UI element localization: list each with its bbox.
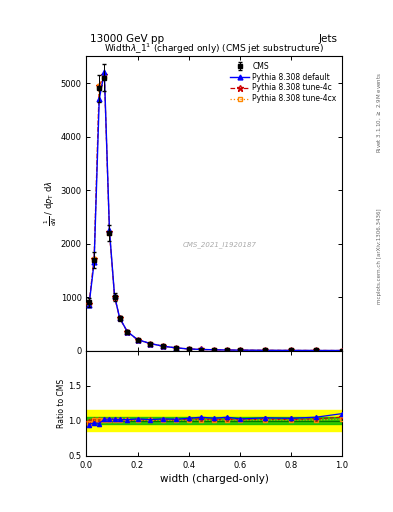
Pythia 8.308 tune-4c [340, 348, 344, 354]
Pythia 8.308 tune-4cx [135, 337, 140, 343]
Pythia 8.308 tune-4cx [212, 347, 217, 353]
Pythia 8.308 tune-4c [225, 347, 230, 353]
Pythia 8.308 tune-4c [86, 301, 91, 307]
Pythia 8.308 tune-4c [314, 348, 319, 354]
Pythia 8.308 tune-4cx [237, 347, 242, 353]
Pythia 8.308 tune-4c [199, 347, 204, 353]
Pythia 8.308 tune-4c [125, 329, 130, 335]
Pythia 8.308 default [125, 329, 130, 335]
Pythia 8.308 default [92, 259, 97, 265]
Pythia 8.308 tune-4cx [125, 329, 130, 335]
Pythia 8.308 tune-4cx [112, 293, 117, 300]
Pythia 8.308 tune-4c [186, 346, 191, 352]
Pythia 8.308 tune-4cx [225, 347, 230, 353]
Text: mcplots.cern.ch [arXiv:1306.3436]: mcplots.cern.ch [arXiv:1306.3436] [377, 208, 382, 304]
Pythia 8.308 default [340, 348, 344, 354]
Pythia 8.308 default [97, 96, 101, 102]
Pythia 8.308 tune-4cx [263, 347, 268, 353]
Pythia 8.308 tune-4c [237, 347, 242, 353]
Pythia 8.308 tune-4cx [92, 256, 97, 262]
Pythia 8.308 tune-4c [92, 255, 97, 262]
Line: Pythia 8.308 default: Pythia 8.308 default [86, 70, 344, 353]
Pythia 8.308 tune-4c [107, 229, 112, 236]
Pythia 8.308 default [199, 347, 204, 353]
Pythia 8.308 default [174, 345, 178, 351]
Pythia 8.308 default [117, 315, 122, 321]
Pythia 8.308 default [314, 348, 319, 354]
Pythia 8.308 tune-4c [112, 293, 117, 300]
Pythia 8.308 tune-4cx [107, 229, 112, 236]
Y-axis label: $\frac{1}{\mathrm{d}N}$ / $\mathrm{d}p_\mathrm{T}$ $\mathrm{d}\lambda$: $\frac{1}{\mathrm{d}N}$ / $\mathrm{d}p_\… [43, 181, 59, 226]
Pythia 8.308 tune-4cx [102, 73, 107, 79]
Pythia 8.308 default [161, 343, 165, 349]
Pythia 8.308 default [237, 347, 242, 353]
Pythia 8.308 default [102, 69, 107, 75]
Pythia 8.308 default [212, 347, 217, 353]
Pythia 8.308 tune-4cx [86, 301, 91, 307]
Pythia 8.308 tune-4cx [199, 347, 204, 353]
Pythia 8.308 default [225, 347, 230, 353]
Pythia 8.308 tune-4cx [186, 346, 191, 352]
X-axis label: width (charged-only): width (charged-only) [160, 474, 269, 484]
Pythia 8.308 tune-4c [174, 345, 178, 351]
Text: Rivet 3.1.10, $\geq$ 2.9M events: Rivet 3.1.10, $\geq$ 2.9M events [375, 72, 383, 153]
Title: Width$\lambda$_1$^1$ (charged only) (CMS jet substructure): Width$\lambda$_1$^1$ (charged only) (CMS… [104, 42, 324, 56]
Pythia 8.308 tune-4cx [174, 345, 178, 351]
Pythia 8.308 default [186, 346, 191, 352]
Y-axis label: Ratio to CMS: Ratio to CMS [57, 378, 66, 428]
Pythia 8.308 tune-4cx [117, 315, 122, 322]
Pythia 8.308 tune-4c [148, 340, 152, 347]
Pythia 8.308 tune-4c [263, 347, 268, 353]
Pythia 8.308 tune-4cx [340, 348, 344, 354]
Line: Pythia 8.308 tune-4c: Pythia 8.308 tune-4c [86, 72, 345, 354]
Text: 13000 GeV pp: 13000 GeV pp [90, 33, 165, 44]
Pythia 8.308 default [112, 293, 117, 299]
Pythia 8.308 default [107, 227, 112, 233]
Pythia 8.308 default [148, 340, 152, 347]
Pythia 8.308 tune-4c [161, 343, 165, 349]
Pythia 8.308 tune-4cx [161, 343, 165, 349]
Pythia 8.308 tune-4c [102, 72, 107, 78]
Pythia 8.308 tune-4c [135, 337, 140, 343]
Pythia 8.308 default [288, 347, 293, 353]
Pythia 8.308 default [86, 302, 91, 308]
Text: CMS_2021_I1920187: CMS_2021_I1920187 [182, 241, 256, 248]
Text: Jets: Jets [319, 33, 338, 44]
Line: Pythia 8.308 tune-4cx: Pythia 8.308 tune-4cx [87, 74, 344, 353]
Pythia 8.308 tune-4c [288, 347, 293, 353]
Legend: CMS, Pythia 8.308 default, Pythia 8.308 tune-4c, Pythia 8.308 tune-4cx: CMS, Pythia 8.308 default, Pythia 8.308 … [229, 60, 338, 105]
Pythia 8.308 tune-4c [97, 82, 101, 89]
Pythia 8.308 tune-4c [117, 315, 122, 322]
Pythia 8.308 tune-4cx [97, 83, 101, 90]
Pythia 8.308 tune-4cx [148, 340, 152, 347]
Pythia 8.308 tune-4cx [288, 347, 293, 353]
Pythia 8.308 tune-4cx [314, 348, 319, 354]
Bar [86, 417, 342, 424]
Pythia 8.308 tune-4c [212, 347, 217, 353]
Pythia 8.308 default [263, 347, 268, 353]
Bar [86, 410, 342, 431]
Pythia 8.308 default [135, 336, 140, 343]
